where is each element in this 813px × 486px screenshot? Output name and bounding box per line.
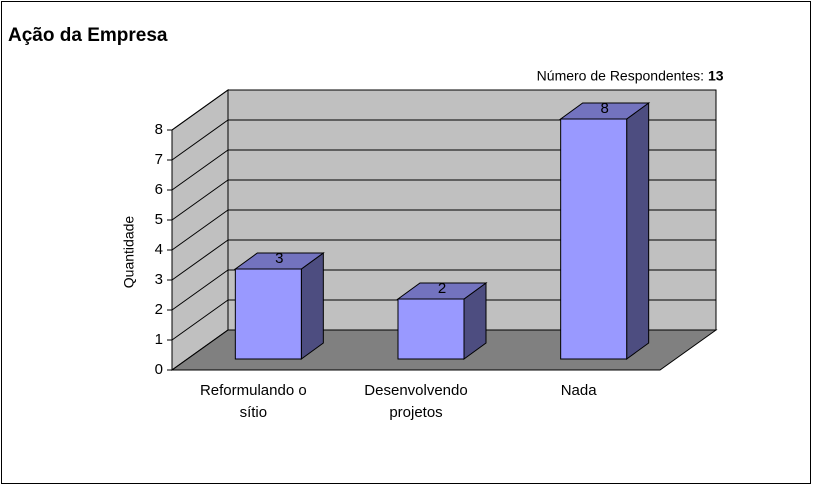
- x-tick-label: Desenvolvendo projetos: [364, 382, 468, 421]
- bar-side: [626, 102, 650, 360]
- y-tick-label: 6: [155, 181, 163, 198]
- bar: [397, 298, 465, 360]
- annotation-label: Número de Respondentes:: [537, 68, 704, 84]
- bar-side: [300, 252, 324, 360]
- annotation-value: 13: [708, 68, 724, 84]
- y-tick-label: 0: [155, 361, 163, 378]
- y-tick-label: 4: [155, 241, 163, 258]
- y-tick-label: 8: [155, 121, 163, 138]
- x-tick-label: Nada: [560, 382, 597, 399]
- bar: [234, 268, 302, 360]
- grid-line: [171, 239, 229, 281]
- grid-line: [171, 149, 229, 191]
- grid-line: [171, 179, 229, 221]
- grid-line: [171, 89, 229, 131]
- grid-line: [171, 299, 229, 341]
- y-axis-label: Quantidade: [121, 216, 137, 289]
- x-tick-label: Reformulando o sítio: [199, 382, 307, 421]
- data-label: 8: [600, 100, 608, 117]
- y-tick-label: 7: [155, 151, 163, 168]
- y-tick-label: 5: [155, 211, 163, 228]
- grid-line: [171, 269, 229, 311]
- bar: [560, 118, 628, 360]
- y-tick-label: 1: [155, 331, 163, 348]
- chart-title: Ação da Empresa: [8, 25, 168, 46]
- grid-line: [171, 119, 229, 161]
- y-tick-label: 2: [155, 301, 163, 318]
- grid-line: [171, 329, 229, 371]
- y-tick-label: 3: [155, 271, 163, 288]
- data-label: 3: [275, 250, 283, 267]
- data-label: 2: [438, 280, 446, 297]
- grid-line: [171, 209, 229, 251]
